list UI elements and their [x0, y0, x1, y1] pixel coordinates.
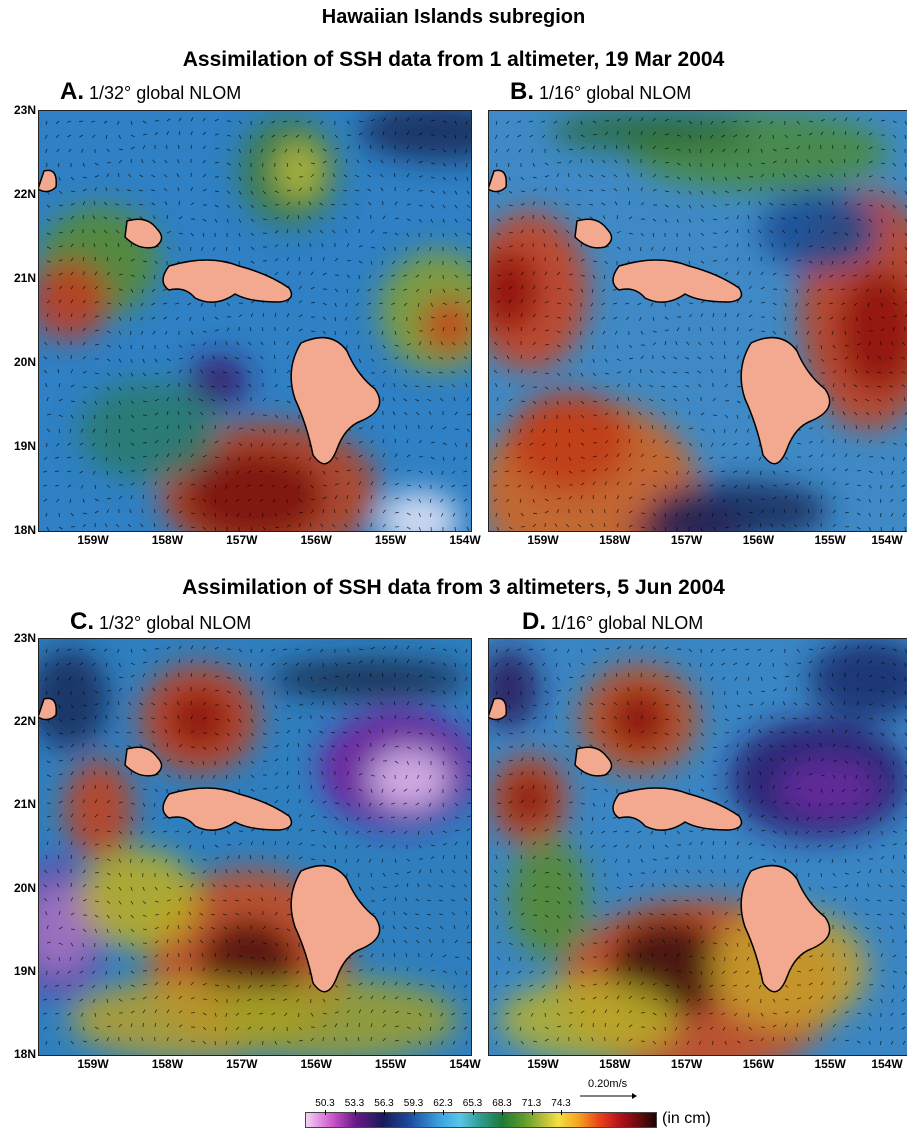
lon-label: 158W — [151, 533, 184, 547]
lon-label: 159W — [527, 533, 559, 547]
lon-label: 154W — [449, 1057, 481, 1071]
colorbar-tick-mark — [325, 1110, 326, 1115]
panel-d-label: D. 1/16° global NLOM — [522, 608, 704, 635]
ssh-field — [39, 111, 471, 531]
lon-label: 156W — [742, 1057, 775, 1071]
panel-c-label: C. 1/32° global NLOM — [70, 608, 252, 635]
lon-label: 156W — [742, 533, 775, 547]
colorbar-tick-label: 59.3 — [403, 1098, 424, 1109]
subtitle-top: Assimilation of SSH data from 1 altimete… — [182, 48, 725, 71]
lat-label: 18N — [13, 1047, 36, 1061]
colorbar-tick-label: 53.3 — [344, 1098, 365, 1109]
colorbar-tick-mark — [443, 1110, 444, 1115]
lon-label: 158W — [599, 533, 631, 547]
lon-label: 159W — [527, 1057, 559, 1071]
lon-label: 155W — [374, 1057, 407, 1071]
lon-label: 155W — [814, 533, 846, 547]
colorbar-tick-mark — [413, 1110, 415, 1115]
island-landmasses — [39, 697, 381, 993]
ssh-field — [489, 111, 907, 531]
lat-label: 19N — [13, 963, 36, 978]
subtitle-bottom: Assimilation of SSH data from 3 altimete… — [182, 576, 725, 599]
colorbar-tick-mark — [531, 1110, 533, 1115]
colorbar-tick-label: 68.3 — [492, 1098, 512, 1109]
ssh-field — [489, 639, 907, 1055]
main-title: Hawaiian Islands subregion — [321, 6, 586, 28]
lon-label: 159W — [77, 533, 109, 547]
map-panel-b — [488, 110, 907, 532]
lat-label: 21N — [13, 271, 36, 285]
colorbar-tick-label: 71.3 — [521, 1098, 542, 1109]
velocity-scale-label: 0.20m/s — [588, 1078, 628, 1090]
panel-a-label: A. 1/32° global NLOM — [60, 78, 242, 105]
lat-label: 19N — [13, 439, 36, 453]
lat-label: 23N — [13, 103, 36, 117]
island-landmasses — [39, 169, 381, 465]
lon-label: 158W — [599, 1057, 631, 1071]
colorbar-tick-mark — [354, 1110, 356, 1115]
colorbar-tick-label: 56.3 — [374, 1098, 394, 1109]
map-panel-d — [488, 638, 907, 1056]
lon-label: 154W — [449, 533, 481, 547]
panel-b-label: B. 1/16° global NLOM — [510, 78, 692, 105]
colorbar-tick-label: 74.3 — [551, 1098, 571, 1109]
ssh-field — [39, 639, 471, 1055]
map-panel-c — [38, 638, 472, 1056]
lon-label: 155W — [814, 1057, 846, 1071]
lon-label: 154W — [871, 1057, 903, 1071]
lon-label: 156W — [300, 1057, 332, 1071]
velocity-scale-arrow — [580, 1093, 637, 1099]
colorbar-tick-label: 65.3 — [462, 1098, 483, 1109]
lat-label: 18N — [13, 523, 36, 537]
lat-label: 20N — [13, 355, 36, 369]
colorbar-tick-mark — [561, 1110, 562, 1115]
colorbar-units: (in cm) — [662, 1110, 711, 1127]
lon-label: 157W — [226, 533, 258, 547]
island-landmasses — [489, 169, 831, 465]
colorbar-tick-label: 62.3 — [433, 1098, 453, 1109]
lat-label: 21N — [13, 797, 36, 812]
lon-label: 159W — [77, 1057, 109, 1071]
lon-label: 154W — [871, 533, 903, 547]
colorbar-tick-mark — [384, 1110, 385, 1115]
colorbar-tick-mark — [502, 1110, 503, 1115]
lon-label: 155W — [374, 533, 407, 547]
lon-label: 157W — [670, 533, 703, 547]
lat-label: 22N — [13, 187, 36, 201]
lon-label: 156W — [300, 533, 332, 547]
colorbar-tick-label: 50.3 — [315, 1098, 335, 1109]
colorbar-tick-mark — [472, 1110, 474, 1115]
island-landmasses — [489, 697, 831, 993]
colorbar — [305, 1112, 657, 1128]
lat-label: 22N — [13, 714, 36, 729]
lon-label: 157W — [670, 1057, 703, 1071]
lon-label: 157W — [226, 1057, 258, 1071]
lon-label: 158W — [151, 1057, 184, 1071]
lat-label: 23N — [13, 631, 36, 645]
map-panel-a — [38, 110, 472, 532]
lat-label: 20N — [13, 880, 36, 895]
